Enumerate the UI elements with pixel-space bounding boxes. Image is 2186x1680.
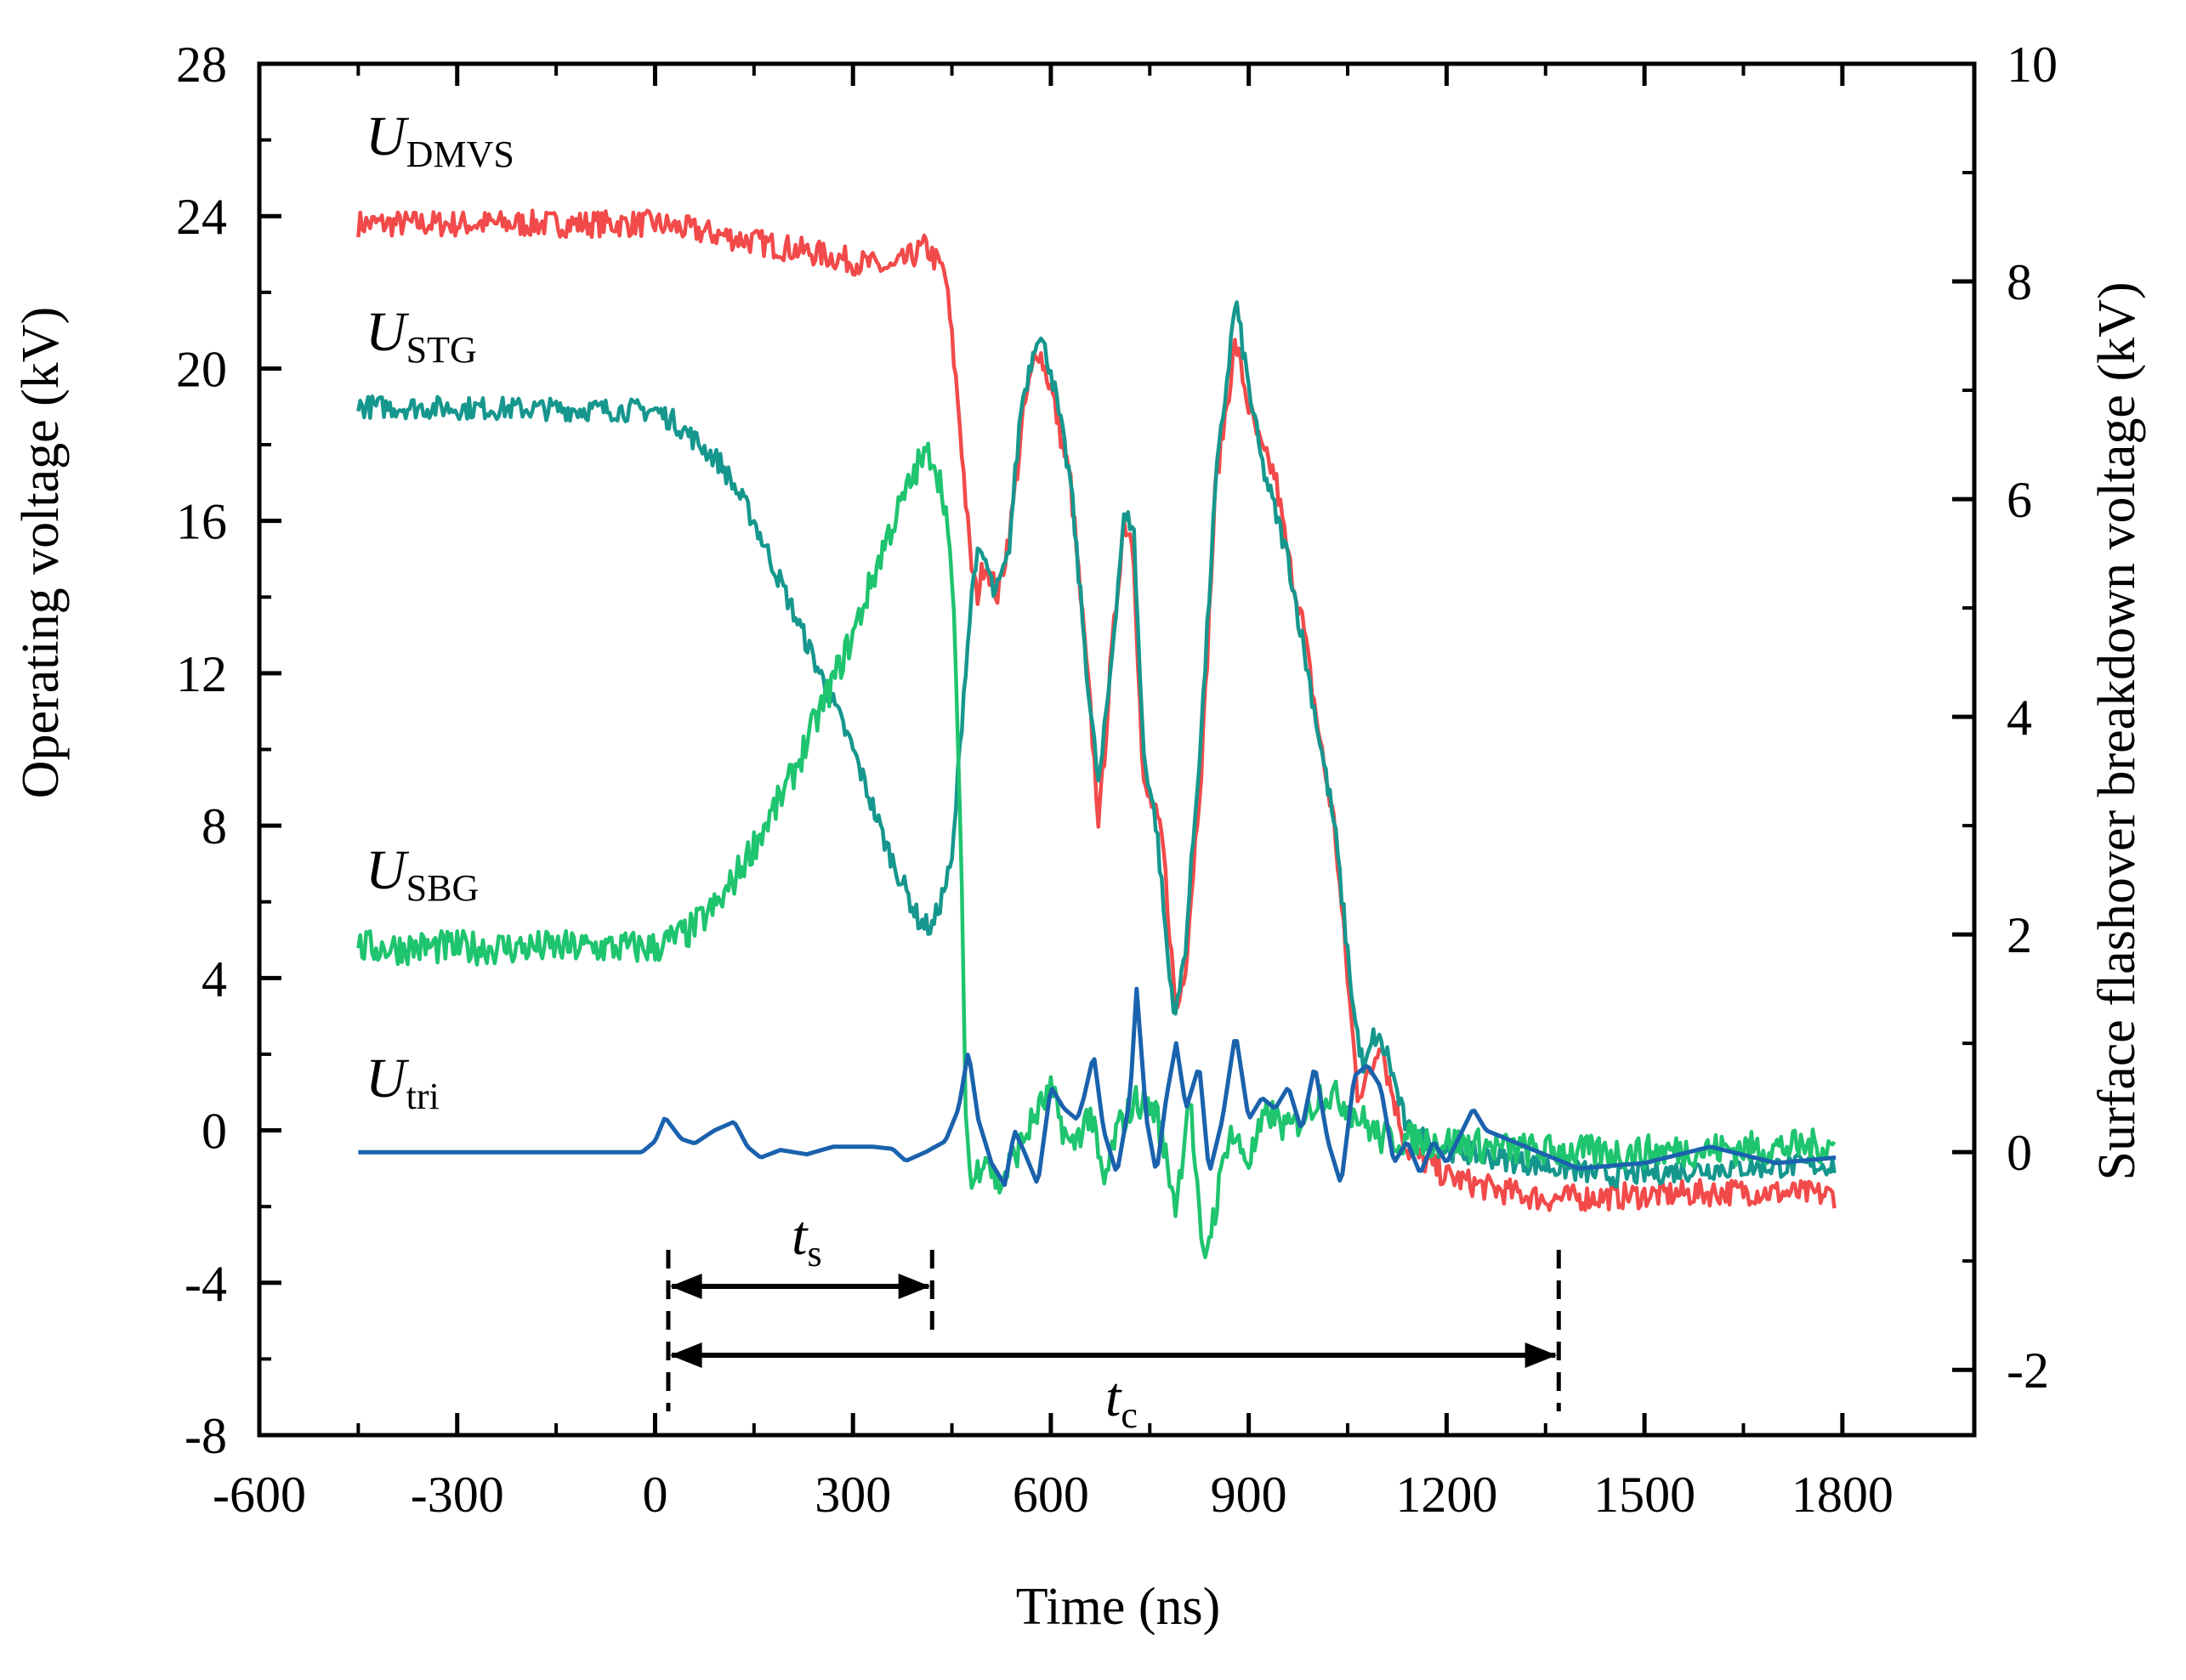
x-tick-label: -600 (213, 1467, 306, 1523)
y-left-tick-label: 24 (176, 189, 227, 245)
y-right-tick-label: -2 (2007, 1342, 2049, 1399)
x-tick-label: 1200 (1395, 1467, 1497, 1523)
curve-label-u-dmvs: UDMVS (366, 105, 514, 175)
x-tick-label: 1800 (1791, 1467, 1894, 1523)
y-right-tick-label: 6 (2007, 472, 2032, 528)
y-left-tick-label: 28 (176, 37, 227, 93)
curves-layer (356, 208, 1837, 1260)
axes-layer: -600 -300 0 300 600 900 1200 1500 1800 -8 -4 0 4 8 12 1… (176, 37, 2058, 1523)
y-left-tick-label: -4 (185, 1256, 227, 1312)
y-right-axis-title: Surface flashover breakdown voltage (kV) (2088, 281, 2146, 1180)
y-left-tick-label: 4 (202, 951, 227, 1007)
y-left-tick-label: -8 (185, 1408, 227, 1464)
y-right-tick-label: 0 (2007, 1125, 2032, 1181)
series-line-u-tri (358, 986, 1837, 1188)
y-left-tick-label: 12 (176, 646, 227, 702)
x-tick-label: 300 (815, 1467, 891, 1523)
y-right-tick-label: 2 (2007, 907, 2032, 963)
curve-label-u-stg: USTG (366, 301, 477, 371)
y-left-tick-label: 0 (202, 1104, 227, 1160)
series-line-u-sbg (356, 441, 1837, 1260)
y-right-tick-label: 10 (2007, 37, 2058, 93)
y-right-tick-label: 4 (2007, 690, 2032, 746)
series-line-u-stg (356, 300, 1837, 1189)
annotation-label-t-c: tc (1105, 1366, 1138, 1436)
plot-frame (257, 61, 1977, 1438)
x-tick-label: 900 (1211, 1467, 1287, 1523)
x-tick-label: -300 (411, 1467, 504, 1523)
annotation-label-t-s: ts (792, 1205, 821, 1274)
y-right-tick-label: 8 (2007, 254, 2032, 310)
y-left-tick-label: 20 (176, 341, 227, 397)
series-line-u-dmvs (356, 208, 1837, 1212)
x-tick-label: 600 (1013, 1467, 1089, 1523)
curve-label-u-sbg: USBG (366, 839, 479, 909)
x-tick-label: 0 (642, 1467, 667, 1523)
y-left-axis-title: Operating voltage (kV) (12, 307, 70, 798)
labels-layer: UDMVS USTG USBG Utri (366, 105, 514, 1117)
y-left-tick-label: 8 (202, 798, 227, 854)
curve-label-u-tri: Utri (366, 1047, 440, 1117)
x-axis-title: Time (ns) (1016, 1578, 1221, 1636)
y-left-tick-label: 16 (176, 494, 227, 550)
annotations-layer: ts tc (666, 1205, 1561, 1436)
x-tick-label: 1500 (1593, 1467, 1695, 1523)
